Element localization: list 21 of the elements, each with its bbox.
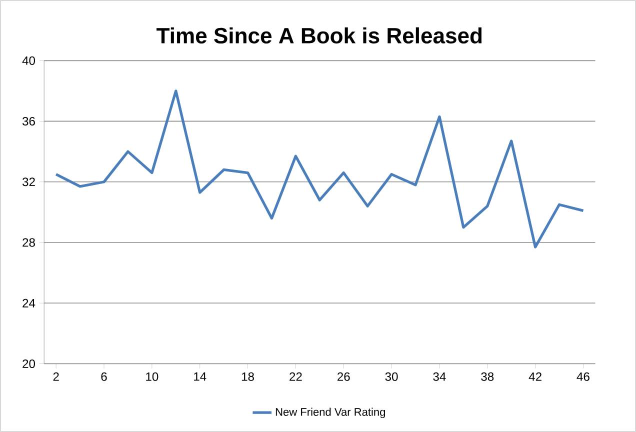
x-tick-label: 14: [194, 372, 206, 381]
y-tick-label: 28: [22, 238, 35, 247]
y-tick-label: 40: [22, 56, 36, 65]
x-tick-label: 34: [433, 372, 446, 381]
x-tick-label: 22: [290, 372, 302, 381]
y-tick-label: 24: [22, 298, 36, 308]
x-tick-label: 42: [528, 372, 542, 381]
line-series: [54, 90, 585, 248]
y-tick-label: 36: [22, 116, 35, 126]
y-tick-label: 32: [22, 178, 35, 186]
chart-title: Time Since A Book is Released: [156, 27, 482, 44]
x-tick-label: 10: [146, 372, 158, 381]
legend-label: New Friend Var Rating: [276, 408, 385, 418]
x-tick-label: 26: [337, 372, 350, 381]
x-tick-label: 30: [385, 372, 398, 381]
x-tick-label: 38: [481, 372, 494, 381]
y-tick-label: 20: [22, 359, 36, 368]
x-tick-label: 46: [576, 372, 590, 381]
x-tick-label: 18: [242, 372, 254, 381]
x-tick-label: 2: [53, 372, 59, 381]
x-tick-label: 6: [101, 372, 107, 381]
